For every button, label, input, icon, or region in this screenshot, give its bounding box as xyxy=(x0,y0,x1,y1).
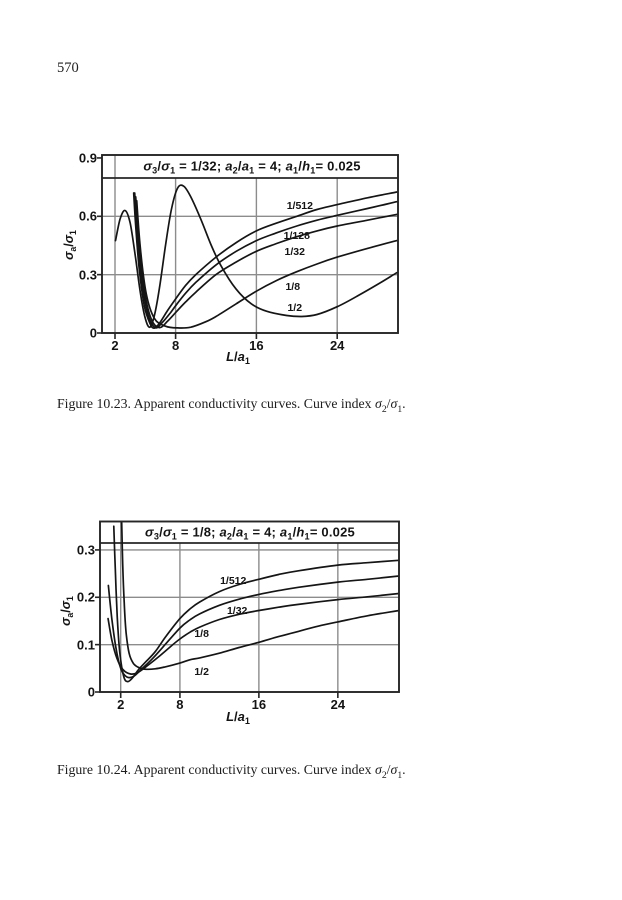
fig1-curve-1-512 xyxy=(132,191,398,329)
fig1-curve-label-1-2: 1/2 xyxy=(287,302,303,315)
fig2-curve-label-1-8: 1/8 xyxy=(194,628,209,641)
fig1-curve-label-1-128: 1/128 xyxy=(283,229,310,242)
fig2-plot-title: σ3/σ1 = 1/8; a2/a1 = 4; a1/h1= 0.025 xyxy=(145,524,355,542)
fig2-curves xyxy=(107,521,399,683)
fig1-y-axis-label: σa/σ1 xyxy=(62,230,79,260)
fig2-curve-1-8 xyxy=(107,592,399,675)
fig2-curve-1-512 xyxy=(112,525,399,683)
fig2-x-axis-label: L/a1 xyxy=(226,709,250,727)
fig2-curve-label-1-2: 1/2 xyxy=(194,666,209,679)
fig1-xtick-2: 2 xyxy=(111,338,119,353)
fig2-xtick-8: 8 xyxy=(176,697,184,712)
fig2-ticks xyxy=(95,549,339,698)
fig1-curve-1-32 xyxy=(134,196,398,329)
fig1-ticks xyxy=(97,157,339,339)
fig1-curve-1-128 xyxy=(133,192,398,329)
fig2-ytick-0.1: 0.1 xyxy=(76,637,95,653)
fig1-ytick-0.6: 0.6 xyxy=(78,208,97,224)
fig2-xtick-2: 2 xyxy=(117,697,125,712)
fig2-curve-1-32 xyxy=(107,575,399,679)
fig1-ytick-0.9: 0.9 xyxy=(78,150,97,166)
fig2-xtick-16: 16 xyxy=(251,697,267,712)
fig1-curve-1-8 xyxy=(135,199,398,329)
fig2-ytick-0.2: 0.2 xyxy=(76,589,95,605)
page-number: 570 xyxy=(57,60,79,76)
fig1-caption: Figure 10.23. Apparent conductivity curv… xyxy=(57,396,406,415)
fig1-ytick-0.3: 0.3 xyxy=(78,267,97,283)
fig2-gridlines xyxy=(100,521,399,692)
fig1-xtick-24: 24 xyxy=(329,338,345,353)
fig1-curve-label-1-512: 1/512 xyxy=(286,199,313,212)
fig2-plot-border xyxy=(99,520,400,693)
fig2-ytick-0.3: 0.3 xyxy=(76,542,95,558)
fig1-plot-canvas xyxy=(97,154,399,339)
fig2-curve-label-1-512: 1/512 xyxy=(220,574,247,587)
fig1-xtick-8: 8 xyxy=(171,338,180,353)
fig1-curve-1-2 xyxy=(114,184,398,329)
fig2-caption: Figure 10.24. Apparent conductivity curv… xyxy=(57,762,406,781)
figure-10-24: σ3/σ1 = 1/8; a2/a1 = 4; a1/h1= 0.025 σa/σ… xyxy=(0,505,622,790)
fig2-curve-label-1-32: 1/32 xyxy=(226,605,248,618)
fig1-plot-border xyxy=(101,154,399,334)
fig1-ytick-0: 0 xyxy=(89,325,97,341)
fig1-curve-label-1-8: 1/8 xyxy=(285,281,301,294)
fig1-x-axis-label: L/a1 xyxy=(226,349,250,367)
fig1-curves xyxy=(114,184,398,329)
fig2-xtick-24: 24 xyxy=(330,697,346,712)
fig2-curve-1-2 xyxy=(120,521,399,671)
fig1-plot-title: σ3/σ1 = 1/32; a2/a1 = 4; a1/h1= 0.025 xyxy=(143,158,361,176)
figure-10-23: σ3/σ1 = 1/32; a2/a1 = 4; a1/h1= 0.025 σa/… xyxy=(0,140,622,420)
fig1-curve-label-1-32: 1/32 xyxy=(284,246,305,259)
fig2-plot-canvas xyxy=(95,520,400,698)
fig1-xtick-16: 16 xyxy=(249,338,264,353)
fig2-ytick-0: 0 xyxy=(87,684,95,700)
